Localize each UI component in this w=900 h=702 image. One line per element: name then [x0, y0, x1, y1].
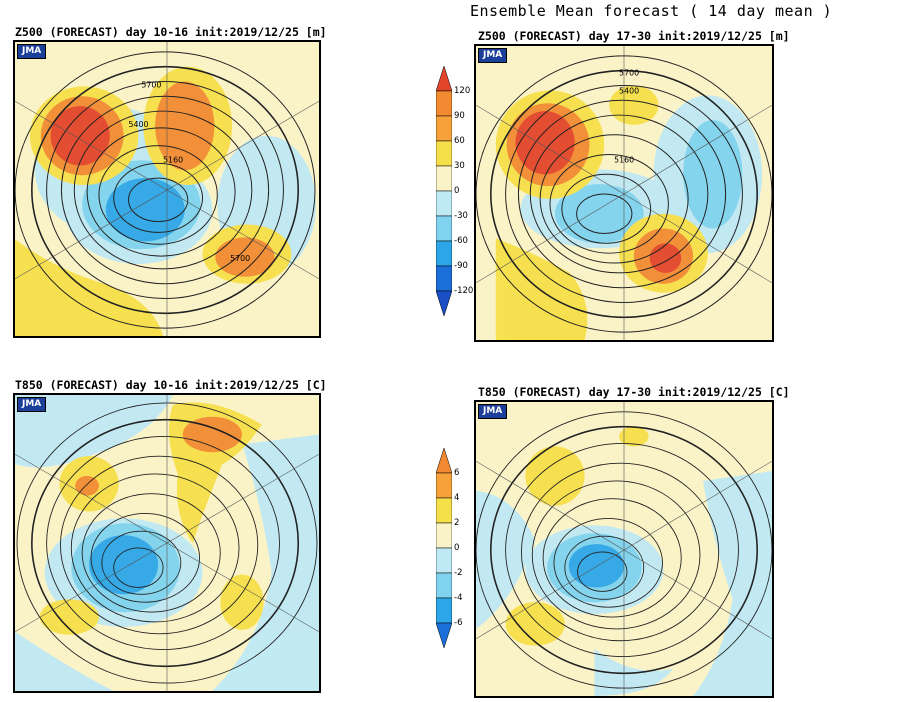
colorbar-t850: 6 4 2 0 -2 -4 -6	[435, 447, 462, 649]
colorbar-tick: 4	[454, 493, 460, 503]
panel-title-t850-day17-30: T850 (FORECAST) day 17-30 init:2019/12/2…	[478, 385, 790, 399]
colorbar-tick: -6	[454, 618, 463, 628]
map-z500-day10-16: JMA	[13, 40, 321, 338]
map-z500-day17-30: JMA	[474, 44, 774, 342]
colorbar-tick: 30	[454, 161, 465, 171]
colorbar-tick: 90	[454, 111, 465, 121]
t850-day17-30-chart	[476, 402, 772, 696]
contour-label: 5400	[619, 86, 639, 95]
colorbar-t850-swatches	[435, 447, 453, 649]
colorbar-tick: 0	[454, 543, 460, 553]
map-t850-day17-30: JMA	[474, 400, 774, 698]
colorbar-tick: -90	[454, 261, 468, 271]
colorbar-z500-swatches	[435, 65, 453, 317]
z500-day10-16-chart: 5700 5400 5160 5700	[15, 42, 319, 336]
contour-label: 5700	[230, 254, 250, 263]
jma-logo: JMA	[17, 397, 47, 412]
colorbar-tick: -60	[454, 236, 468, 246]
contour-label: 5160	[614, 155, 634, 164]
contour-label: 5160	[163, 155, 183, 164]
jma-logo: JMA	[17, 44, 47, 59]
colorbar-tick: 120	[454, 86, 471, 96]
colorbar-tick: -2	[454, 568, 463, 578]
jma-logo: JMA	[478, 404, 508, 419]
colorbar-tick: 60	[454, 136, 465, 146]
panel-title-z500-day10-16: Z500 (FORECAST) day 10-16 init:2019/12/2…	[15, 25, 327, 39]
panel-title-t850-day10-16: T850 (FORECAST) day 10-16 init:2019/12/2…	[15, 378, 327, 392]
contour-label: 5400	[129, 120, 149, 129]
colorbar-tick: 6	[454, 468, 460, 478]
colorbar-tick: -30	[454, 211, 468, 221]
colorbar-tick: 2	[454, 518, 460, 528]
map-t850-day10-16: JMA	[13, 393, 321, 693]
main-title: Ensemble Mean forecast ( 14 day mean )	[470, 2, 833, 20]
colorbar-z500: 120 90 60 30 0 -30 -60 -90 -120	[435, 65, 473, 317]
colorbar-tick: 0	[454, 186, 460, 196]
contour-label: 5700	[619, 69, 639, 78]
contour-label: 5700	[141, 80, 161, 89]
colorbar-tick: -4	[454, 593, 463, 603]
colorbar-tick: -120	[454, 286, 474, 296]
panel-title-z500-day17-30: Z500 (FORECAST) day 17-30 init:2019/12/2…	[478, 29, 790, 43]
jma-logo: JMA	[478, 48, 508, 63]
z500-day17-30-chart: 5700 5400 5160	[476, 46, 772, 340]
t850-day10-16-chart	[15, 395, 319, 691]
